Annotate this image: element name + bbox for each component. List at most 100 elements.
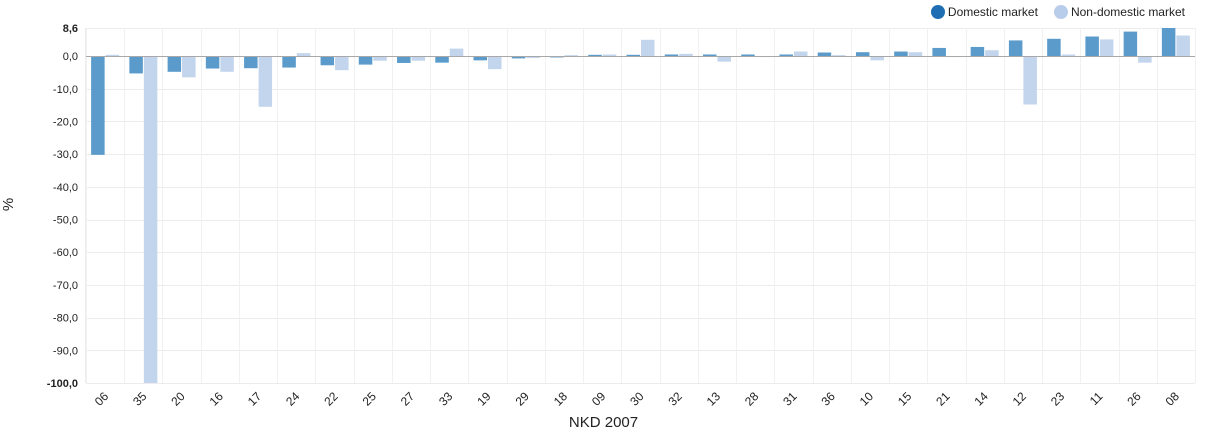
- x-tick-label-26: 26: [1124, 389, 1144, 409]
- bar-domestic-24[interactable]: [282, 56, 296, 68]
- bar-non-domestic-15[interactable]: [908, 52, 923, 57]
- legend-item-non-domestic[interactable]: Non-domestic market: [1053, 5, 1185, 19]
- bar-domestic-28[interactable]: [741, 54, 755, 57]
- x-tick-label-35: 35: [130, 389, 150, 409]
- x-tick-label-11: 11: [1087, 389, 1106, 408]
- bar-non-domestic-19[interactable]: [488, 56, 502, 70]
- bar-domestic-09[interactable]: [588, 54, 602, 57]
- x-tick-label-09: 09: [589, 389, 609, 409]
- bar-non-domestic-10[interactable]: [870, 56, 884, 61]
- x-tick-label-20: 20: [168, 389, 188, 409]
- y-tick-label-2: -10,0: [53, 84, 78, 96]
- bar-domestic-26[interactable]: [1123, 31, 1138, 57]
- bar-domestic-23[interactable]: [1047, 38, 1061, 57]
- bar-domestic-11[interactable]: [1085, 36, 1099, 57]
- bars: [91, 28, 1190, 384]
- x-tick-label-06: 06: [92, 389, 112, 409]
- x-tick-label-29: 29: [513, 389, 533, 409]
- x-tick-label-31: 31: [780, 389, 800, 409]
- legend-dot-domestic: [930, 5, 945, 19]
- legend-item-domestic[interactable]: Domestic market: [930, 5, 1038, 19]
- x-tick-label-28: 28: [742, 389, 762, 409]
- y-tick-label-6: -50,0: [53, 215, 78, 227]
- bar-non-domestic-18[interactable]: [564, 55, 579, 57]
- bar-non-domestic-31[interactable]: [793, 51, 808, 57]
- x-tick-label-32: 32: [666, 389, 686, 409]
- y-tick-label-8: -70,0: [53, 280, 78, 292]
- bar-non-domestic-25[interactable]: [373, 56, 387, 61]
- bar-domestic-15[interactable]: [894, 51, 908, 57]
- bar-non-domestic-29[interactable]: [526, 56, 540, 59]
- y-tick-label-0: 8,6: [63, 23, 78, 35]
- bar-non-domestic-26[interactable]: [1138, 56, 1152, 63]
- bar-domestic-12[interactable]: [1008, 40, 1023, 57]
- bar-domestic-14[interactable]: [970, 46, 985, 57]
- bar-non-domestic-20[interactable]: [182, 56, 196, 78]
- bar-domestic-22[interactable]: [320, 56, 335, 66]
- x-tick-label-27: 27: [398, 389, 418, 409]
- x-axis-title: NKD 2007: [568, 414, 639, 431]
- bar-non-domestic-23[interactable]: [1061, 54, 1076, 57]
- bar-non-domestic-22[interactable]: [335, 56, 349, 71]
- bar-domestic-31[interactable]: [779, 54, 793, 57]
- x-tick-labels: 06 35 20 16 17 24 22 25 27 33 19 29 18 09 30 32 13 28 31 36…: [92, 389, 1182, 409]
- bar-non-domestic-36[interactable]: [832, 55, 846, 57]
- x-tick-label-18: 18: [551, 389, 571, 409]
- bar-domestic-36[interactable]: [817, 52, 832, 57]
- bar-domestic-17[interactable]: [244, 56, 258, 69]
- bar-domestic-06[interactable]: [91, 56, 105, 155]
- bar-domestic-21[interactable]: [932, 47, 946, 57]
- bar-domestic-27[interactable]: [397, 56, 411, 63]
- bar-non-domestic-13[interactable]: [717, 56, 731, 62]
- bar-domestic-29[interactable]: [511, 56, 526, 59]
- legend-dot-non-domestic: [1053, 5, 1068, 19]
- y-tick-label-7: -60,0: [53, 247, 78, 259]
- bar-domestic-19[interactable]: [473, 56, 488, 61]
- y-tick-label-9: -80,0: [53, 313, 78, 325]
- x-tick-label-24: 24: [283, 389, 303, 409]
- bar-domestic-08[interactable]: [1161, 28, 1176, 57]
- x-tick-label-22: 22: [321, 389, 341, 409]
- bar-non-domestic-11[interactable]: [1099, 39, 1114, 57]
- x-tick-label-14: 14: [971, 389, 991, 409]
- bar-non-domestic-17[interactable]: [258, 56, 273, 107]
- legend[interactable]: Domestic market Non-domestic market: [915, 5, 1185, 19]
- bar-domestic-33[interactable]: [435, 56, 449, 63]
- bar-non-domestic-14[interactable]: [985, 50, 999, 57]
- x-tick-label-23: 23: [1048, 389, 1068, 409]
- bar-domestic-10[interactable]: [855, 52, 870, 57]
- x-tick-label-21: 21: [933, 389, 953, 409]
- x-tick-label-33: 33: [436, 389, 456, 409]
- bar-non-domestic-32[interactable]: [679, 53, 693, 57]
- x-tick-label-13: 13: [704, 389, 724, 409]
- bar-domestic-25[interactable]: [358, 56, 373, 65]
- bar-non-domestic-35[interactable]: [143, 56, 158, 384]
- bar-non-domestic-16[interactable]: [220, 56, 234, 72]
- x-tick-label-12: 12: [1010, 389, 1030, 409]
- y-tick-label-4: -30,0: [53, 149, 78, 161]
- bar-non-domestic-27[interactable]: [411, 56, 426, 61]
- bar-non-domestic-24[interactable]: [296, 53, 311, 57]
- bar-domestic-13[interactable]: [702, 54, 717, 57]
- bar-non-domestic-33[interactable]: [449, 48, 464, 57]
- bar-non-domestic-06[interactable]: [105, 54, 120, 57]
- bar-domestic-30[interactable]: [626, 54, 641, 57]
- bar-domestic-32[interactable]: [664, 54, 679, 57]
- y-tick-label-5: -40,0: [53, 182, 78, 194]
- bar-domestic-16[interactable]: [205, 56, 220, 69]
- x-tick-label-17: 17: [245, 389, 265, 409]
- y-tick-label-11: -100,0: [47, 378, 78, 390]
- x-tick-label-16: 16: [207, 389, 227, 409]
- bar-non-domestic-30[interactable]: [641, 39, 655, 57]
- bar-non-domestic-12[interactable]: [1023, 56, 1037, 105]
- x-tick-label-30: 30: [627, 389, 647, 409]
- bar-domestic-35[interactable]: [129, 56, 143, 74]
- y-axis-title: %: [0, 197, 18, 212]
- y-tick-label-3: -20,0: [53, 116, 78, 128]
- bar-non-domestic-08[interactable]: [1176, 35, 1190, 57]
- bar-domestic-20[interactable]: [167, 56, 182, 72]
- y-tick-label-10: -90,0: [53, 345, 78, 357]
- x-tick-label-10: 10: [857, 389, 877, 409]
- bar-non-domestic-09[interactable]: [602, 54, 617, 57]
- x-tick-label-36: 36: [818, 389, 838, 409]
